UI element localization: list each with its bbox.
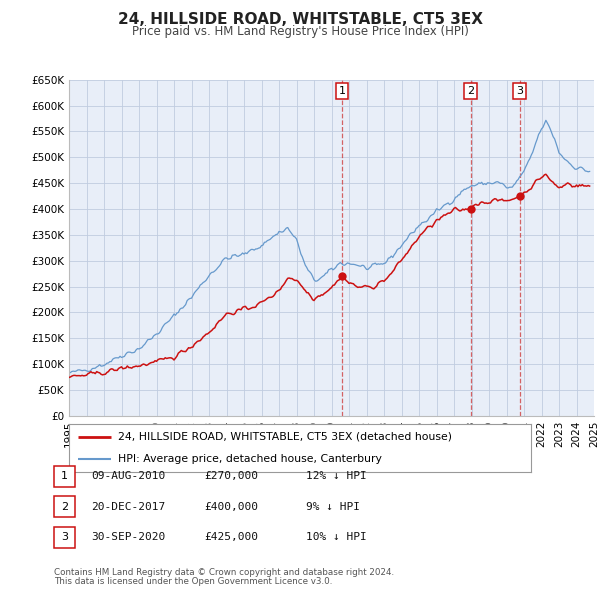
Text: 1: 1 (338, 86, 346, 96)
Text: 24, HILLSIDE ROAD, WHITSTABLE, CT5 3EX (detached house): 24, HILLSIDE ROAD, WHITSTABLE, CT5 3EX (… (118, 432, 452, 442)
Text: £400,000: £400,000 (204, 502, 258, 512)
Text: £270,000: £270,000 (204, 471, 258, 481)
Text: 24, HILLSIDE ROAD, WHITSTABLE, CT5 3EX: 24, HILLSIDE ROAD, WHITSTABLE, CT5 3EX (118, 12, 482, 27)
Text: 30-SEP-2020: 30-SEP-2020 (91, 533, 166, 542)
Text: 1: 1 (61, 471, 68, 481)
Text: 3: 3 (61, 533, 68, 542)
Text: £425,000: £425,000 (204, 533, 258, 542)
Text: HPI: Average price, detached house, Canterbury: HPI: Average price, detached house, Cant… (118, 454, 382, 464)
Text: 12% ↓ HPI: 12% ↓ HPI (306, 471, 367, 481)
Text: 10% ↓ HPI: 10% ↓ HPI (306, 533, 367, 542)
Text: 2: 2 (467, 86, 475, 96)
Text: 3: 3 (516, 86, 523, 96)
Text: Contains HM Land Registry data © Crown copyright and database right 2024.: Contains HM Land Registry data © Crown c… (54, 568, 394, 577)
Text: Price paid vs. HM Land Registry's House Price Index (HPI): Price paid vs. HM Land Registry's House … (131, 25, 469, 38)
Text: 9% ↓ HPI: 9% ↓ HPI (306, 502, 360, 512)
Text: This data is licensed under the Open Government Licence v3.0.: This data is licensed under the Open Gov… (54, 578, 332, 586)
Text: 09-AUG-2010: 09-AUG-2010 (91, 471, 166, 481)
Text: 2: 2 (61, 502, 68, 512)
Text: 20-DEC-2017: 20-DEC-2017 (91, 502, 166, 512)
